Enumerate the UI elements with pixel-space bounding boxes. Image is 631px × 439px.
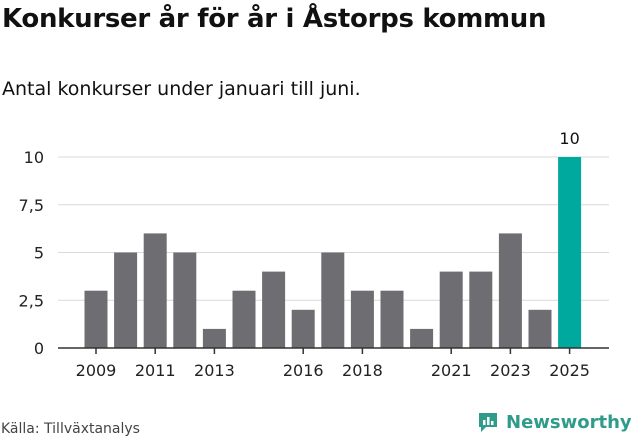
bar-2010 bbox=[114, 252, 138, 348]
x-tick-label: 2009 bbox=[76, 361, 117, 380]
bar-2022 bbox=[469, 271, 493, 348]
x-tick-label: 2016 bbox=[283, 361, 324, 380]
newsworthy-logo-icon bbox=[479, 413, 497, 432]
chart-subtitle: Antal konkurser under januari till juni. bbox=[2, 78, 361, 100]
y-tick-label: 2,5 bbox=[19, 291, 44, 310]
bar-2014 bbox=[232, 290, 256, 348]
bar-2013 bbox=[202, 328, 226, 348]
chart-title: Konkurser år för år i Åstorps kommun bbox=[2, 4, 547, 34]
y-tick-label: 10 bbox=[24, 148, 44, 167]
bar-2020 bbox=[410, 328, 434, 348]
bar-2011 bbox=[143, 233, 167, 348]
bar-2025 bbox=[558, 157, 582, 348]
bar-2017 bbox=[321, 252, 345, 348]
bar-2019 bbox=[380, 290, 404, 348]
data-label: 10 bbox=[559, 129, 579, 148]
x-tick-label: 2013 bbox=[194, 361, 235, 380]
x-tick-label: 2025 bbox=[549, 361, 590, 380]
x-tick-label: 2021 bbox=[431, 361, 472, 380]
bar-2018 bbox=[350, 290, 374, 348]
brand-name: Newsworthy bbox=[506, 411, 631, 433]
y-tick-label: 5 bbox=[34, 244, 44, 263]
y-tick-label: 0 bbox=[34, 339, 44, 358]
bar-2012 bbox=[173, 252, 197, 348]
x-tick-label: 2018 bbox=[342, 361, 383, 380]
bar-2024 bbox=[528, 309, 552, 348]
y-tick-label: 7,5 bbox=[19, 196, 44, 215]
bar-2023 bbox=[498, 233, 522, 348]
x-tick-label: 2011 bbox=[135, 361, 176, 380]
bar-2015 bbox=[262, 271, 286, 348]
brand-logo: Newsworthy bbox=[476, 410, 631, 434]
source-note: Källa: Tillväxtanalys bbox=[1, 421, 140, 437]
bar-2021 bbox=[439, 271, 463, 348]
bar-2009 bbox=[84, 290, 108, 348]
bar-chart: 0 2,5 5 7,5 10 10 2009 2011 2013 2016 2018 2021 2023… bbox=[19, 129, 609, 380]
x-tick-label: 2023 bbox=[490, 361, 531, 380]
bar-2016 bbox=[291, 309, 315, 348]
